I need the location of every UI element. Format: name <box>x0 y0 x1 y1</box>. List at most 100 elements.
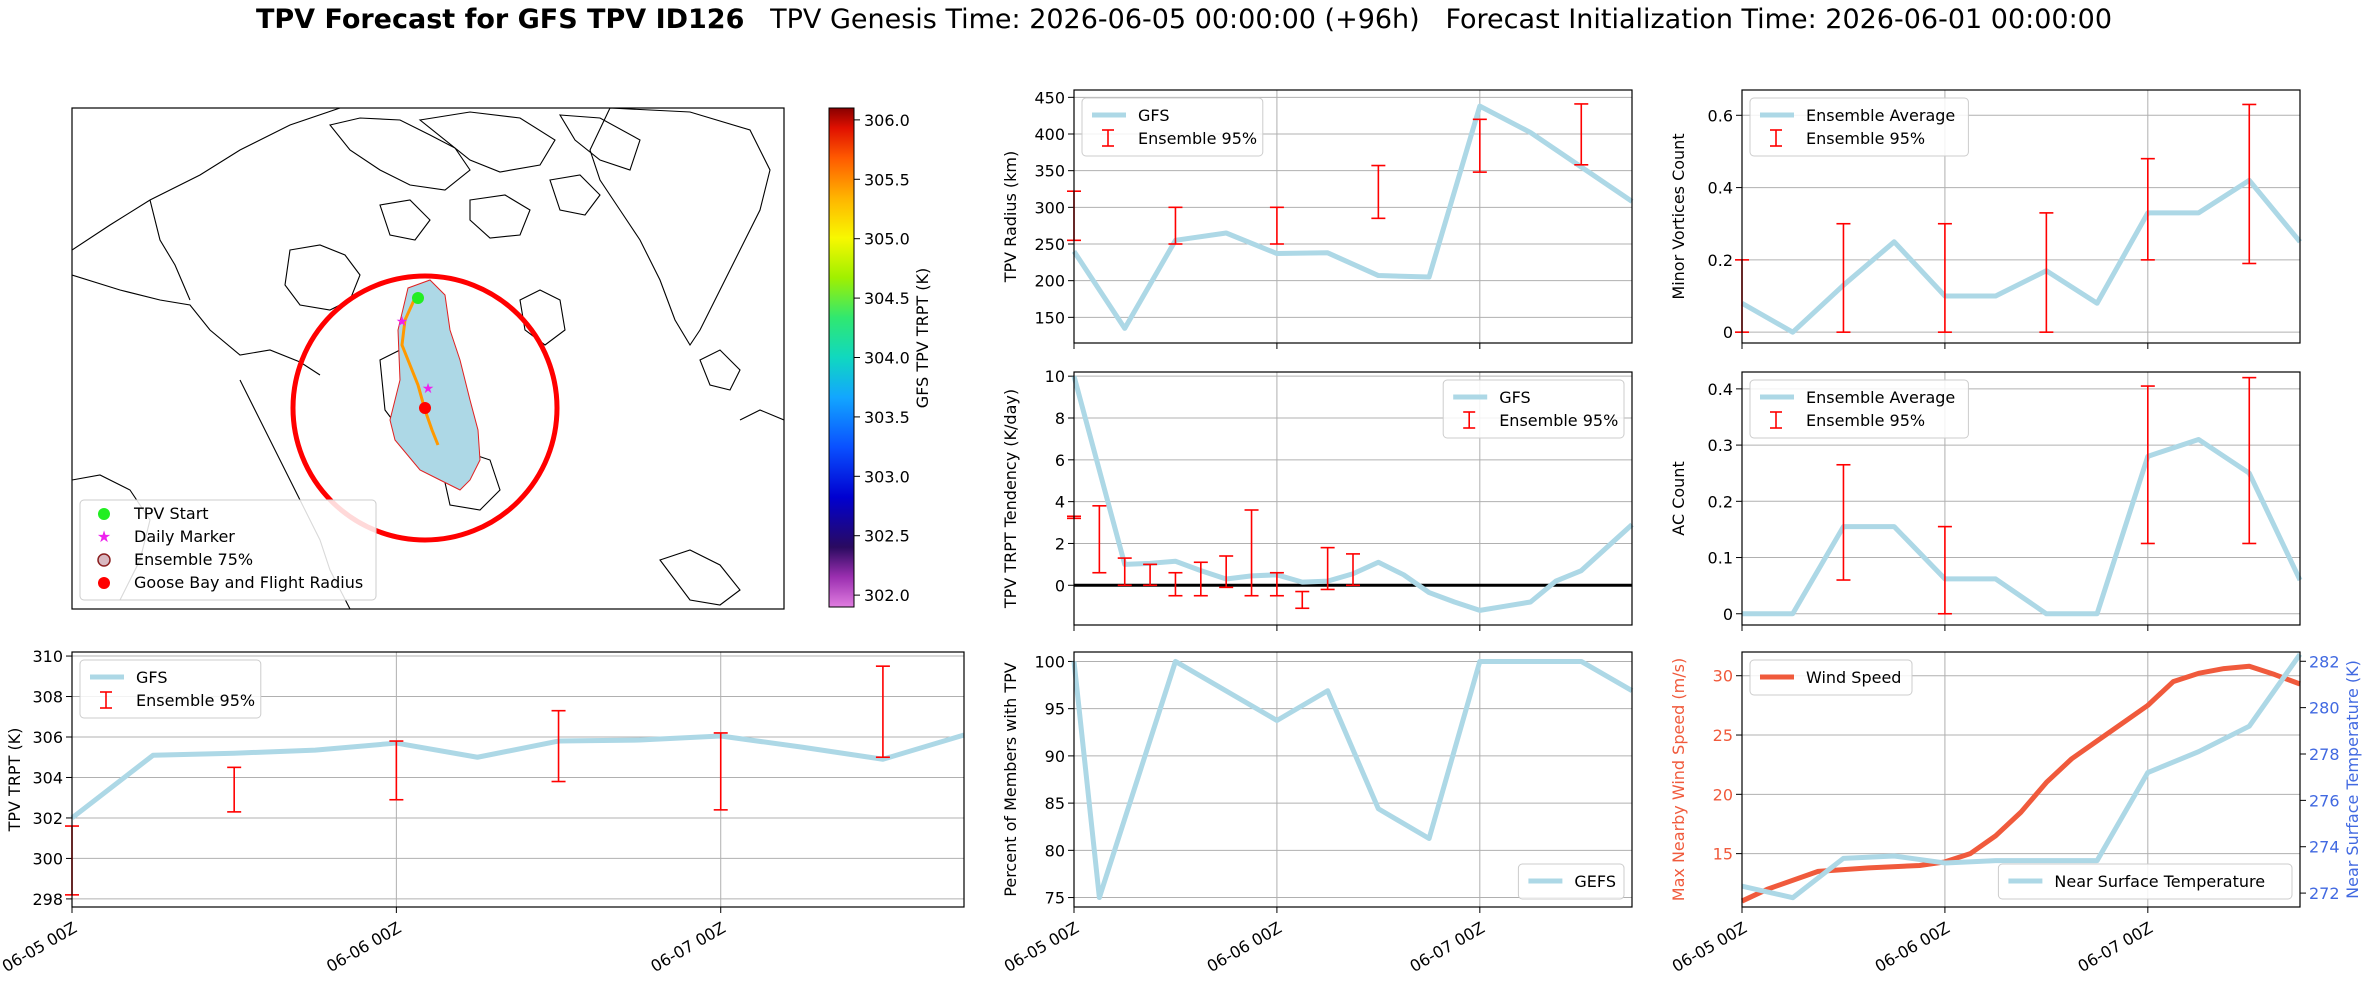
colorbar: GFS TPV TRPT (K) 302.0 302.5 303.0 303.5 304… <box>828 107 932 608</box>
series-line-near-surface-temperature <box>1741 652 2303 901</box>
y-tick-label: 90 <box>1045 747 1065 766</box>
y-axis-label: Percent of Members with TPV <box>1001 662 1020 896</box>
y2-tick-label: 282 <box>2309 652 2340 671</box>
y-tick-label: 0 <box>1723 605 1733 624</box>
x-tick-label: 06-05 00Z <box>1001 918 1082 976</box>
legend-label: Ensemble 95% <box>136 691 255 710</box>
legend-label: GFS <box>136 668 167 687</box>
errorbar <box>1937 525 1952 615</box>
y-tick-label: 0.4 <box>1708 179 1733 198</box>
y-tick-label: 308 <box>32 688 63 707</box>
y-tick-label: 350 <box>1034 162 1065 181</box>
x-tick-label: 06-06 00Z <box>1872 918 1953 976</box>
y-tick-label: 0.3 <box>1708 436 1733 455</box>
errorbar <box>1574 103 1589 166</box>
errorbar <box>875 665 890 759</box>
plot-frame <box>1741 651 2301 908</box>
y-tick-label: 0.6 <box>1708 106 1733 125</box>
legend-start-icon <box>98 508 110 520</box>
y-tick-label: 300 <box>32 849 63 868</box>
legend-box <box>1517 863 1625 900</box>
plot-frame <box>1741 371 2301 626</box>
y-tick-label: 400 <box>1034 125 1065 144</box>
y-tick-label: 0.1 <box>1708 549 1733 568</box>
legend: Ensemble Average Ensemble 95% <box>1749 379 1969 439</box>
plot-frame <box>1073 371 1633 626</box>
legend-label: Ensemble 95% <box>1138 129 1257 148</box>
y-tick-label: 2 <box>1055 534 1065 553</box>
errorbar <box>1143 563 1158 587</box>
errorbar <box>1193 561 1208 597</box>
legend-box <box>1997 863 2293 900</box>
chart-members: 06-05 00Z 06-06 00Z 06-07 00Z 75 80 85 90 95 100… <box>1001 651 1634 976</box>
x-tick-label: 06-07 00Z <box>647 918 728 976</box>
y-tick-label: 10 <box>1045 367 1065 386</box>
daily-marker: ★ <box>396 314 409 330</box>
y-tick-label: 298 <box>32 890 63 909</box>
colorbar-tick-label: 302.5 <box>864 527 910 546</box>
errorbar <box>1092 505 1107 574</box>
errorbar <box>1219 555 1234 589</box>
errorbar <box>1295 590 1310 610</box>
colorbar-tick-label: 304.0 <box>864 349 910 368</box>
y-tick-label: 85 <box>1045 794 1065 813</box>
y-axis-label: TPV Radius (km) <box>1001 151 1020 284</box>
x-tick-label: 06-06 00Z <box>1204 918 1285 976</box>
errorbar <box>1937 222 1952 333</box>
ensemble-75-area <box>389 279 481 491</box>
errorbar <box>2140 157 2155 261</box>
map-legend: TPV Start ★ Daily Marker Ensemble 75% Go… <box>79 499 377 601</box>
y2-axis-label: Near Surface Temperature (K) <box>2343 660 2362 899</box>
errorbar <box>1269 571 1284 597</box>
y-tick-label: 100 <box>1034 652 1065 671</box>
y-tick-label: 300 <box>1034 198 1065 217</box>
colorbar-tick-label: 303.5 <box>864 408 910 427</box>
x-tick-label: 06-05 00Z <box>0 918 80 976</box>
y-tick-label: 302 <box>32 809 63 828</box>
errorbar <box>1244 509 1259 597</box>
series-line-gfs <box>1071 103 1634 331</box>
legend-label: Ensemble 95% <box>1499 411 1618 430</box>
y-tick-label: 80 <box>1045 841 1065 860</box>
errorbar <box>1836 222 1851 333</box>
legend-goose-icon <box>98 577 110 589</box>
y-axis-label: Max Nearby Wind Speed (m/s) <box>1669 658 1688 901</box>
errorbar <box>1117 557 1132 587</box>
y-tick-label: 0 <box>1723 323 1733 342</box>
legend-box <box>1081 97 1264 157</box>
y-tick-label: 25 <box>1713 726 1733 745</box>
y-tick-label: 0 <box>1055 576 1065 595</box>
y-tick-label: 0.2 <box>1708 492 1733 511</box>
y-tick-label: 306 <box>32 728 63 747</box>
y-tick-label: 95 <box>1045 700 1065 719</box>
colorbar-label: GFS TPV TRPT (K) <box>913 268 932 408</box>
y-tick-label: 304 <box>32 768 63 787</box>
series-line-gefs <box>1071 658 1634 901</box>
x-tick-label: 06-07 00Z <box>2075 918 2156 976</box>
errorbar <box>1168 206 1183 245</box>
chart-trpt: 06-05 00Z 06-06 00Z 06-07 00Z 298 300 302 304 3… <box>0 647 965 976</box>
errorbar <box>1269 206 1284 245</box>
errorbar <box>1168 571 1183 597</box>
y-tick-label: 8 <box>1055 409 1065 428</box>
errorbar <box>389 740 404 801</box>
legend-ensemble-label: Ensemble 75% <box>134 550 253 569</box>
legend-box <box>1749 97 1969 157</box>
x-tick-label: 06-07 00Z <box>1407 918 1488 976</box>
x-tick-label: 06-05 00Z <box>1669 918 1750 976</box>
legend: Near Surface Temperature <box>1997 863 2293 900</box>
colorbar-gradient <box>828 107 855 608</box>
colorbar-tick-label: 305.5 <box>864 170 910 189</box>
legend-label: GFS <box>1499 388 1530 407</box>
plot-frame <box>1073 651 1633 908</box>
map-panel: ★ ★ TPV Start ★ Daily Marker Ensemble 75… <box>71 107 932 610</box>
colorbar-tick-label: 306.0 <box>864 111 910 130</box>
legend-ensemble-icon <box>97 553 111 567</box>
legend: GFS Ensemble 95% <box>1081 97 1264 157</box>
errorbar <box>2140 385 2155 545</box>
legend: Ensemble Average Ensemble 95% <box>1749 97 1969 157</box>
errorbar <box>2242 376 2257 545</box>
legend-goose-label: Goose Bay and Flight Radius <box>134 573 363 592</box>
